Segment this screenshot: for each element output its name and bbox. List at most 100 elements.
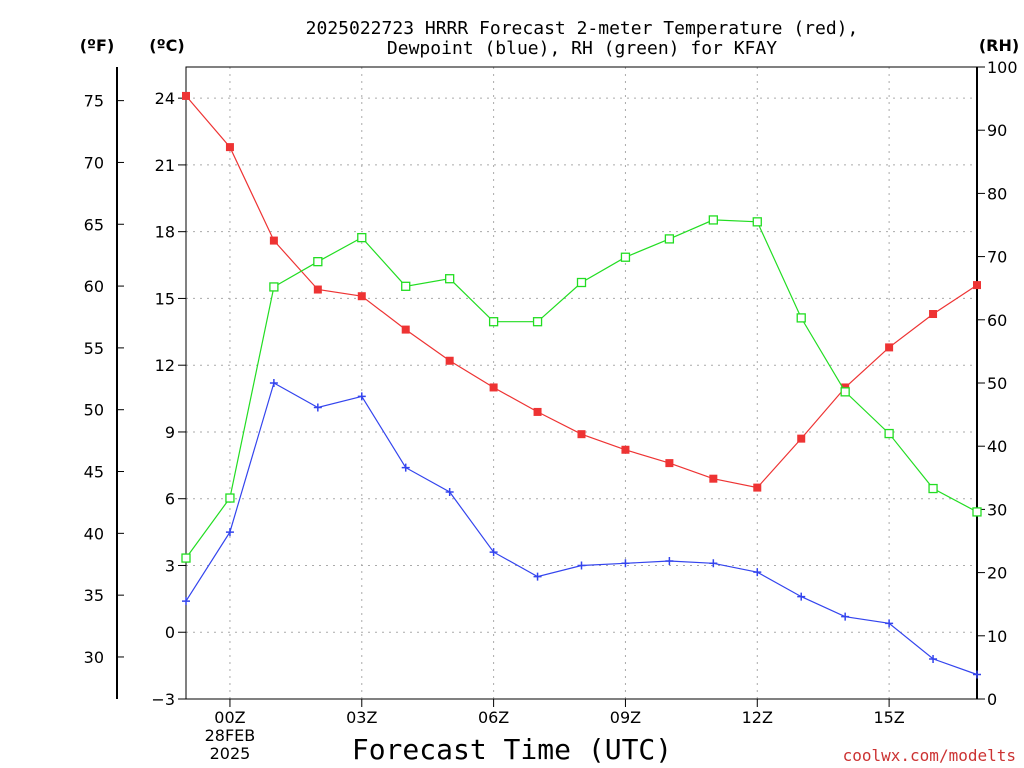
dewpoint-point xyxy=(753,568,762,577)
rh-point xyxy=(708,215,718,225)
chart-title-line1: 2025022723 HRRR Forecast 2-meter Tempera… xyxy=(306,18,859,39)
celsius-tick-label: 21 xyxy=(155,156,175,175)
x-tick-label: 12Z xyxy=(742,708,773,727)
fahrenheit-tick-label: 60 xyxy=(84,277,104,296)
rh-unit-label: (RH) xyxy=(979,36,1019,55)
rh-point xyxy=(401,281,411,291)
plot-frame xyxy=(185,66,978,700)
rh-point xyxy=(181,553,191,563)
temperature-point xyxy=(753,483,762,492)
grid-lines xyxy=(186,67,977,700)
rh-tick-label: 10 xyxy=(987,627,1007,646)
temperature-point xyxy=(489,383,498,392)
fahrenheit-tick-label: 75 xyxy=(84,92,104,111)
temperature-point xyxy=(313,285,322,294)
temperature-point xyxy=(445,356,454,365)
dewpoint-series xyxy=(182,379,981,679)
rh-tick-label: 70 xyxy=(987,248,1007,267)
fahrenheit-tick-label: 65 xyxy=(84,215,104,234)
rh-tick-label: 40 xyxy=(987,437,1007,456)
rh-point xyxy=(269,282,279,292)
rh-point xyxy=(796,313,806,323)
rh-tick-label: 20 xyxy=(987,564,1007,583)
rh-point xyxy=(576,277,587,288)
rh-point xyxy=(225,493,235,503)
dewpoint-point xyxy=(357,392,366,401)
credit-link[interactable]: coolwx.com/modelts xyxy=(843,746,1016,765)
dewpoint-line xyxy=(185,382,978,676)
temperature-point xyxy=(269,236,278,245)
rh-point xyxy=(620,252,631,262)
rh-point xyxy=(752,217,762,227)
celsius-tick-label: 18 xyxy=(155,223,175,242)
x-tick-label: 03Z xyxy=(346,708,377,727)
dewpoint-point xyxy=(973,670,981,679)
temperature-line xyxy=(185,95,978,489)
dewpoint-point xyxy=(621,559,630,568)
dewpoint-point xyxy=(885,619,894,628)
rh-point xyxy=(928,483,938,494)
rh-tick-label: 60 xyxy=(987,311,1007,330)
tick-labels: −3 0 3 6 9 12 15 18 21 24 30 35 40 45 50 55 60 65 70 75 0 10 2… xyxy=(84,58,1018,763)
fahrenheit-tick-label: 50 xyxy=(84,401,104,420)
temperature-point xyxy=(182,91,190,100)
rh-point xyxy=(532,317,543,327)
temperature-point xyxy=(973,281,981,290)
rh-series xyxy=(181,215,982,563)
fahrenheit-tick-label: 45 xyxy=(84,463,104,482)
celsius-tick-label: 24 xyxy=(155,89,175,108)
x-tick-label: 09Z xyxy=(610,708,641,727)
fahrenheit-tick-label: 40 xyxy=(84,524,104,543)
x-axis-label: Forecast Time (UTC) xyxy=(352,733,672,766)
rh-line xyxy=(185,219,978,559)
dewpoint-point xyxy=(182,597,190,606)
temperature-series xyxy=(182,91,981,492)
temperature-point xyxy=(577,430,586,439)
rh-tick-label: 0 xyxy=(987,690,997,709)
dewpoint-point xyxy=(841,612,850,621)
dewpoint-point xyxy=(797,592,806,601)
celsius-tick-label: 6 xyxy=(165,490,175,509)
celsius-unit-label: (ºC) xyxy=(149,36,184,55)
temperature-point xyxy=(797,434,806,443)
celsius-tick-label: 9 xyxy=(165,423,175,442)
fahrenheit-tick-label: 35 xyxy=(84,586,104,605)
dewpoint-point xyxy=(665,557,674,566)
rh-tick-label: 30 xyxy=(987,500,1007,519)
celsius-tick-label: 0 xyxy=(165,623,175,642)
dewpoint-point xyxy=(401,463,410,472)
celsius-tick-label: 12 xyxy=(155,356,175,375)
rh-point xyxy=(664,234,675,244)
dewpoint-point xyxy=(225,528,234,537)
axes xyxy=(116,66,985,707)
x-tick-label: 2025 xyxy=(210,744,251,763)
rh-point xyxy=(357,232,367,243)
fahrenheit-tick-label: 30 xyxy=(84,648,104,667)
dewpoint-point xyxy=(577,561,586,570)
temperature-point xyxy=(401,325,410,334)
temperature-point xyxy=(885,343,894,352)
dewpoint-point xyxy=(533,572,542,581)
temperature-point xyxy=(357,292,366,301)
temperature-point xyxy=(929,310,938,319)
temperature-point xyxy=(665,459,674,468)
x-tick-label: 00Z xyxy=(214,708,245,727)
rh-point xyxy=(884,428,894,439)
dewpoint-point xyxy=(489,548,498,557)
x-tick-label: 28FEB xyxy=(205,726,256,745)
dewpoint-point xyxy=(709,559,718,568)
rh-point xyxy=(445,274,455,284)
fahrenheit-tick-label: 55 xyxy=(84,339,104,358)
data-series xyxy=(181,91,982,679)
dewpoint-point xyxy=(269,379,278,387)
temperature-point xyxy=(225,143,234,152)
celsius-tick-label: −3 xyxy=(151,690,175,709)
rh-tick-label: 90 xyxy=(987,121,1007,140)
dewpoint-point xyxy=(929,654,938,663)
rh-tick-label: 100 xyxy=(987,58,1018,77)
fahrenheit-unit-label: (ºF) xyxy=(80,36,115,55)
chart-title-line2: Dewpoint (blue), RH (green) for KFAY xyxy=(387,38,777,59)
temperature-point xyxy=(533,407,542,416)
dewpoint-point xyxy=(445,488,454,497)
